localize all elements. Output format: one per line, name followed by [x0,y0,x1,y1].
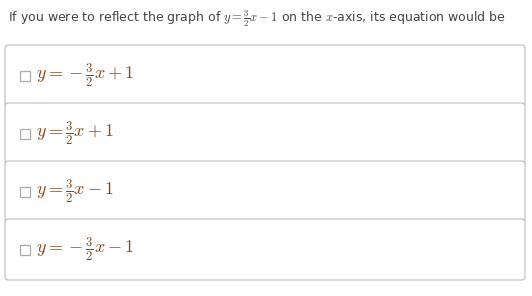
FancyBboxPatch shape [5,45,525,106]
Text: If you were to reflect the graph of $y = \frac{3}{2}x-1$ on the $x$-axis, its eq: If you were to reflect the graph of $y =… [8,8,506,28]
Bar [20,70,30,81]
FancyBboxPatch shape [5,219,525,280]
Text: $y = \frac{3}{2}x-1$: $y = \frac{3}{2}x-1$ [36,178,114,205]
FancyBboxPatch shape [5,103,525,164]
FancyBboxPatch shape [5,161,525,222]
Text: $y = -\frac{3}{2}x-1$: $y = -\frac{3}{2}x-1$ [36,236,135,263]
Bar [20,128,30,139]
Text: $y = \frac{3}{2}x+1$: $y = \frac{3}{2}x+1$ [36,120,114,147]
Bar [20,186,30,197]
Bar [20,244,30,255]
Text: $y = -\frac{3}{2}x+1$: $y = -\frac{3}{2}x+1$ [36,62,135,89]
